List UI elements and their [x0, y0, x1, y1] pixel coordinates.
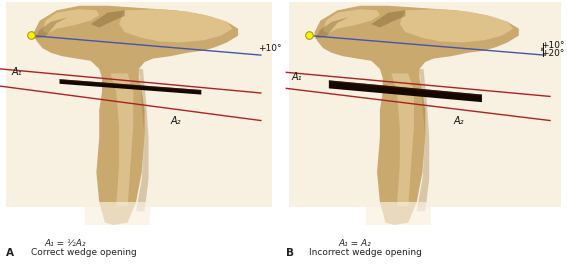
- Text: A₂: A₂: [454, 116, 464, 125]
- Polygon shape: [323, 9, 380, 33]
- Text: A₁: A₁: [11, 67, 22, 77]
- Text: A₂: A₂: [170, 116, 181, 125]
- Text: A: A: [6, 248, 14, 258]
- Polygon shape: [34, 17, 68, 39]
- Polygon shape: [136, 69, 149, 211]
- Polygon shape: [371, 10, 405, 27]
- Polygon shape: [329, 80, 482, 96]
- Text: +10°: +10°: [258, 44, 281, 53]
- Polygon shape: [91, 10, 125, 27]
- Text: A₁ = A₂: A₁ = A₂: [338, 239, 371, 248]
- Polygon shape: [34, 6, 238, 225]
- Text: +10°: +10°: [541, 41, 565, 50]
- Polygon shape: [43, 9, 99, 33]
- Polygon shape: [60, 79, 201, 95]
- Polygon shape: [119, 9, 232, 43]
- Polygon shape: [391, 73, 414, 207]
- Polygon shape: [400, 9, 513, 43]
- Polygon shape: [315, 17, 349, 39]
- Text: A₁ = ½A₂: A₁ = ½A₂: [44, 239, 86, 248]
- Polygon shape: [85, 202, 150, 225]
- Polygon shape: [6, 2, 272, 207]
- Polygon shape: [366, 202, 431, 225]
- Polygon shape: [315, 6, 519, 225]
- Polygon shape: [329, 80, 482, 102]
- Text: Incorrect wedge opening: Incorrect wedge opening: [309, 248, 422, 257]
- Polygon shape: [289, 2, 561, 207]
- Text: B: B: [286, 248, 294, 258]
- Polygon shape: [111, 73, 133, 207]
- Text: Correct wedge opening: Correct wedge opening: [31, 248, 137, 257]
- Text: A₁: A₁: [292, 72, 303, 82]
- Polygon shape: [60, 79, 201, 91]
- Text: +20°: +20°: [541, 49, 565, 58]
- Polygon shape: [417, 69, 429, 211]
